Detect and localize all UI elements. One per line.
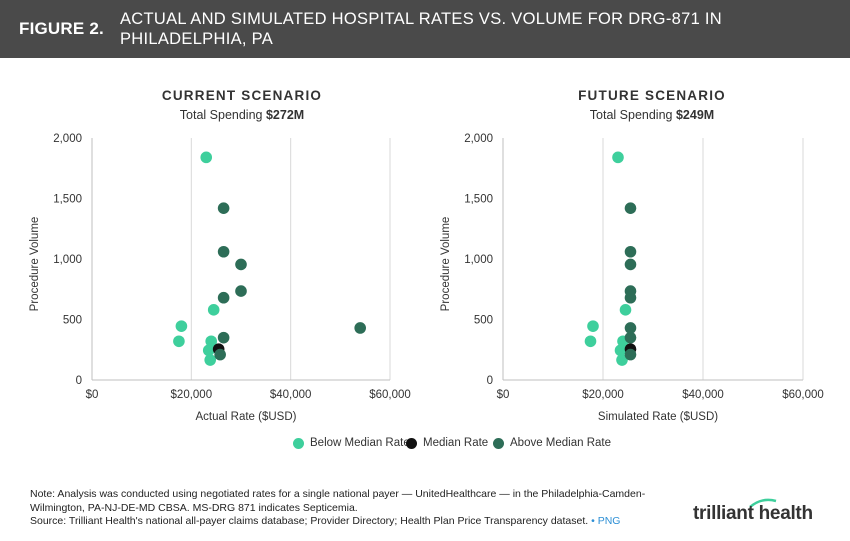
data-point xyxy=(624,202,637,214)
scatter-chart-future: 0 500 1,000 1,500 2,000 $0 $20,000 $40,000 $60,0… xyxy=(440,133,824,423)
data-point xyxy=(624,245,637,258)
legend-item-below: Below Median Rate xyxy=(293,437,410,449)
data-point xyxy=(584,335,597,348)
x-tick-label: $60,000 xyxy=(782,389,824,401)
data-point xyxy=(207,304,220,316)
subtitle-prefix: Total Spending xyxy=(179,108,266,122)
x-axis-label: Actual Rate ($USD) xyxy=(196,411,297,423)
separator-dot: • xyxy=(588,515,598,527)
legend-label-below: Below Median Rate xyxy=(310,437,410,449)
legend-dot-above xyxy=(493,437,504,449)
y-tick-label: 0 xyxy=(487,375,493,387)
trilliant-health-logo: trilliant health xyxy=(693,503,813,524)
data-point xyxy=(624,331,637,344)
data-point xyxy=(200,151,213,164)
y-tick-label: 2,000 xyxy=(53,133,82,145)
data-point xyxy=(214,348,226,361)
chart-legend: Below Median Rate Median Rate Above Medi… xyxy=(0,437,850,453)
legend-label-median: Median Rate xyxy=(423,437,489,449)
footnote: Note: Analysis was conducted using negot… xyxy=(30,488,670,529)
y-axis-label: Procedure Volume xyxy=(29,217,41,312)
x-tick-label: $60,000 xyxy=(369,389,411,401)
logo-swoosh-icon xyxy=(749,498,777,508)
data-point xyxy=(235,258,247,271)
data-point xyxy=(612,151,624,164)
y-axis-label: Procedure Volume xyxy=(440,217,452,312)
x-tick-label: $0 xyxy=(86,389,99,401)
data-point xyxy=(217,291,230,304)
x-tick-label: $40,000 xyxy=(682,389,724,401)
data-point xyxy=(202,344,215,357)
source-line: Source: Trilliant Health's national all-… xyxy=(30,515,670,529)
data-point xyxy=(614,344,627,357)
y-tick-label: 1,500 xyxy=(464,194,493,206)
data-point xyxy=(616,354,628,366)
x-tick-label: $20,000 xyxy=(171,389,213,401)
png-link[interactable]: PNG xyxy=(597,515,621,527)
total-spending-value: $272M xyxy=(265,108,305,122)
data-point xyxy=(624,348,637,361)
figure-title: ACTUAL AND SIMULATED HOSPITAL RATES VS. … xyxy=(120,10,723,48)
data-point xyxy=(173,335,185,348)
data-point xyxy=(204,354,217,366)
data-point xyxy=(217,202,230,214)
data-point xyxy=(624,291,637,304)
y-tick-label: 0 xyxy=(76,375,82,387)
data-point xyxy=(217,245,230,258)
legend-item-above: Above Median Rate xyxy=(493,437,611,449)
y-tick-label: 500 xyxy=(474,315,493,327)
scatter-chart-current: 0 500 1,000 1,500 2,000 $0 $20,000 $40,000 $60,0… xyxy=(29,133,411,423)
figure-label: FIGURE 2. xyxy=(19,19,104,38)
y-tick-label: 2,000 xyxy=(464,133,493,145)
y-tick-label: 500 xyxy=(63,315,82,327)
note-text: Note: Analysis was conducted using negot… xyxy=(30,488,646,514)
data-point xyxy=(587,320,599,332)
figure-header: FIGURE 2. ACTUAL AND SIMULATED HOSPITAL … xyxy=(0,0,850,58)
x-axis-label: Simulated Rate ($USD) xyxy=(598,411,718,423)
subtitle-prefix: Total Spending xyxy=(589,108,676,122)
x-tick-label: $20,000 xyxy=(582,389,624,401)
panel-title-future: FUTURE SCENARIO xyxy=(578,88,726,103)
data-point xyxy=(619,304,632,316)
panel-subtitle-future: Total Spending $249M xyxy=(502,108,802,122)
panel-subtitle-current: Total Spending $272M xyxy=(92,108,392,122)
legend-item-median: Median Rate xyxy=(406,437,488,449)
data-point xyxy=(217,331,230,344)
data-point xyxy=(175,320,188,332)
panel-title-current: CURRENT SCENARIO xyxy=(161,88,323,103)
legend-dot-below xyxy=(293,437,304,449)
source-text: Source: Trilliant Health's national all-… xyxy=(30,515,589,527)
y-tick-label: 1,500 xyxy=(53,194,82,206)
legend-label-above: Above Median Rate xyxy=(510,437,612,449)
total-spending-value: $249M xyxy=(675,108,715,122)
x-tick-label: $40,000 xyxy=(270,389,312,401)
y-tick-label: 1,000 xyxy=(464,254,493,266)
data-point xyxy=(624,322,637,334)
y-tick-label: 1,000 xyxy=(53,254,82,266)
data-point xyxy=(205,335,217,348)
data-point xyxy=(624,258,637,271)
x-tick-label: $0 xyxy=(497,389,510,401)
data-point xyxy=(354,322,367,334)
data-point xyxy=(235,285,247,297)
legend-dot-median xyxy=(406,437,417,449)
